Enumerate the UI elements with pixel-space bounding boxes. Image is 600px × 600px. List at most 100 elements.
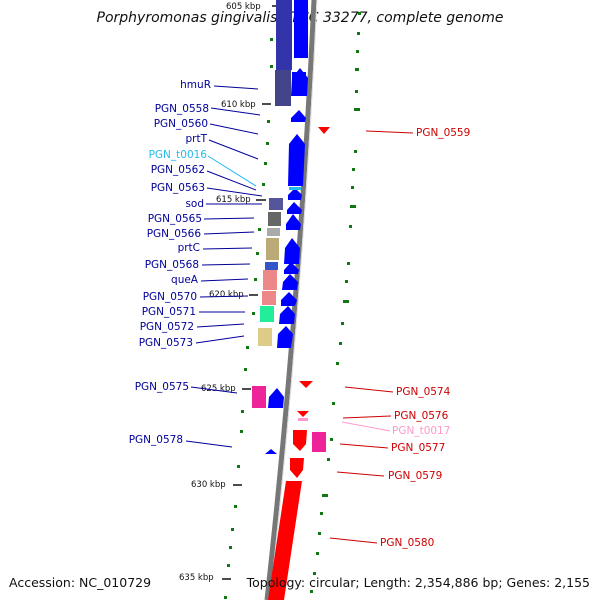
leader-line <box>200 278 249 282</box>
forward-gene-arrow[interactable] <box>279 306 295 324</box>
forward-gene-arrow[interactable] <box>282 274 298 290</box>
gene-label-reverse[interactable]: PGN_t0017 <box>392 425 450 437</box>
gene-label-forward[interactable]: prtT <box>185 133 207 145</box>
trna-reverse-mark[interactable] <box>298 418 308 421</box>
forward-labels: hmuR PGN_0558 PGN_0560 prtT PGN_t0016 PG… <box>129 79 211 446</box>
gene-label-reverse[interactable]: PGN_0577 <box>391 442 445 454</box>
gene-label-forward[interactable]: PGN_0575 <box>135 381 189 393</box>
cog-block <box>263 270 277 290</box>
leader-line <box>190 386 238 394</box>
reverse-labels: PGN_0559 PGN_0574 PGN_0576 PGN_t0017 PGN… <box>380 127 470 549</box>
gc-dash <box>229 546 232 549</box>
reverse-gene-arrow[interactable] <box>293 430 307 451</box>
gene-label-forward[interactable]: sod <box>185 198 204 210</box>
cog-block <box>262 291 276 305</box>
leader-line <box>195 335 245 344</box>
leader-line <box>339 443 389 449</box>
accession-label: Accession: NC_010729 <box>9 575 152 590</box>
gene-label-forward[interactable]: PGN_0560 <box>154 118 208 130</box>
forward-gene-arrow[interactable] <box>287 202 302 214</box>
tick-group: 605 kbp 610 kbp 615 kbp 620 kbp 625 kbp … <box>179 2 280 583</box>
gc-content-track <box>224 12 361 599</box>
gc-dash <box>266 142 269 145</box>
forward-gene-arrow[interactable] <box>268 388 284 408</box>
forward-gene-arrow[interactable] <box>277 326 293 348</box>
leader-line <box>185 440 233 448</box>
cog-blocks <box>252 0 326 452</box>
gene-label-forward[interactable]: PGN_0566 <box>147 228 202 240</box>
cog-block <box>258 328 272 346</box>
gene-label-forward[interactable]: prtC <box>178 242 200 254</box>
gc-dash <box>241 410 244 413</box>
reverse-gene-arrow[interactable] <box>268 481 302 600</box>
gc-dash <box>355 68 359 71</box>
gene-label-reverse[interactable]: PGN_0574 <box>396 386 451 398</box>
gc-dash <box>336 362 339 365</box>
gc-dash <box>357 32 360 35</box>
reverse-gene-arrow[interactable] <box>297 411 309 417</box>
gene-label-forward[interactable]: PGN_t0016 <box>149 149 208 161</box>
gc-dash <box>354 150 357 153</box>
forward-gene-arrow[interactable] <box>281 292 297 306</box>
gc-dash <box>310 590 313 593</box>
forward-strand-features <box>265 0 308 454</box>
forward-gene-arrow[interactable] <box>291 110 306 122</box>
gene-label-reverse[interactable]: PGN_0576 <box>394 410 449 422</box>
cog-block <box>267 228 280 236</box>
forward-gene-arrow[interactable] <box>294 0 308 58</box>
forward-gene-arrow[interactable] <box>288 188 302 200</box>
forward-gene-arrow[interactable] <box>284 238 300 264</box>
leader-line <box>336 471 385 477</box>
gc-dash <box>356 50 359 53</box>
forward-gene-arrow[interactable] <box>265 449 277 454</box>
gene-label-reverse[interactable]: PGN_0579 <box>388 470 442 482</box>
gene-label-forward[interactable]: PGN_0562 <box>151 164 205 176</box>
forward-gene-arrow[interactable] <box>288 134 305 186</box>
leader-line <box>208 139 259 160</box>
gc-dash <box>270 38 273 41</box>
reverse-gene-arrow[interactable] <box>299 381 313 388</box>
leader-line <box>202 247 253 250</box>
gene-label-forward[interactable]: PGN_0570 <box>143 291 197 303</box>
kbp-tick-label: 635 kbp <box>179 573 214 583</box>
leader-line <box>365 130 414 134</box>
gene-label-forward[interactable]: PGN_0578 <box>129 434 183 446</box>
leader-line <box>209 123 259 135</box>
gene-label-reverse[interactable]: PGN_0580 <box>380 537 434 549</box>
cog-block <box>312 432 326 452</box>
cog-block <box>252 386 266 408</box>
forward-gene-arrow[interactable] <box>284 262 299 274</box>
gene-label-forward[interactable]: PGN_0563 <box>151 182 205 194</box>
gc-dash <box>313 572 316 575</box>
leader-line <box>213 85 259 90</box>
gene-label-forward[interactable]: PGN_0572 <box>140 321 194 333</box>
leader-line <box>342 415 392 419</box>
reverse-gene-arrow[interactable] <box>318 127 330 134</box>
trna-forward-mark[interactable] <box>289 187 301 190</box>
gene-label-reverse[interactable]: PGN_0559 <box>416 127 470 139</box>
cog-block <box>276 0 292 70</box>
backbone-highlight <box>269 0 318 600</box>
gene-label-forward[interactable]: PGN_0571 <box>142 306 196 318</box>
gc-dash <box>320 512 323 515</box>
gc-dash <box>270 65 273 68</box>
gene-label-forward[interactable]: PGN_0568 <box>145 259 199 271</box>
gene-label-forward[interactable]: PGN_0565 <box>148 213 202 225</box>
gc-dash <box>224 596 227 599</box>
leader-line <box>203 231 255 235</box>
cog-block <box>266 238 279 260</box>
gc-dash <box>231 528 234 531</box>
gc-dash <box>234 505 237 508</box>
gene-label-forward[interactable]: hmuR <box>180 79 211 91</box>
gene-label-forward[interactable]: PGN_0573 <box>139 337 193 349</box>
gene-label-forward[interactable]: PGN_0558 <box>155 103 209 115</box>
cog-block <box>265 262 278 270</box>
leader-line <box>199 295 249 298</box>
forward-gene-arrow[interactable] <box>292 72 306 96</box>
cog-block <box>268 212 281 226</box>
reverse-gene-arrow[interactable] <box>290 458 304 478</box>
gene-label-forward[interactable]: queA <box>171 274 199 286</box>
forward-gene-arrow[interactable] <box>286 214 301 230</box>
gc-dash <box>341 322 344 325</box>
